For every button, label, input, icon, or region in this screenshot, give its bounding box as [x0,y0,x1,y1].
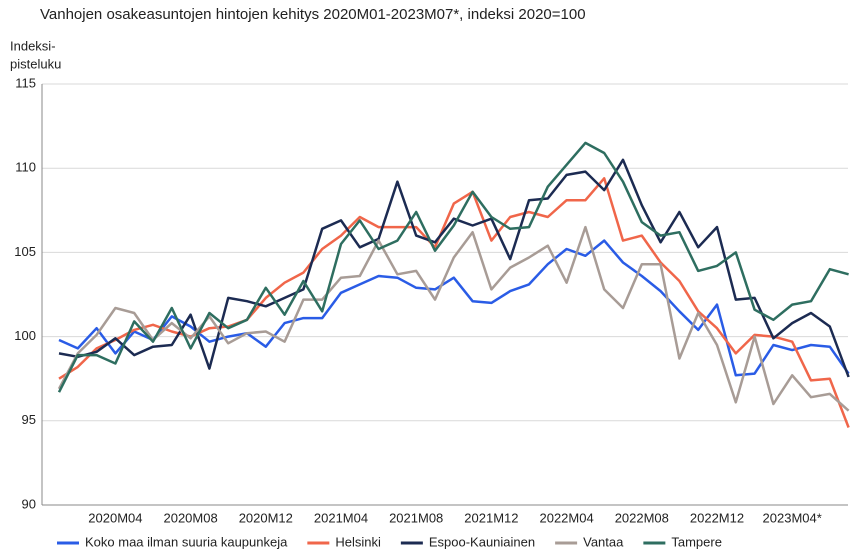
y-axis-label: pisteluku [10,56,61,71]
x-tick-label: 2021M12 [464,510,518,525]
x-tick-label: 2023M04* [763,510,822,525]
x-tick-label: 2022M12 [690,510,744,525]
chart-title: Vanhojen osakeasuntojen hintojen kehitys… [40,6,586,23]
x-tick-label: 2020M12 [239,510,293,525]
x-tick-label: 2021M08 [389,510,443,525]
y-tick-label: 115 [15,75,36,90]
x-tick-label: 2022M08 [615,510,669,525]
x-tick-label: 2021M04 [314,510,368,525]
legend-label: Tampere [671,534,722,549]
y-tick-label: 90 [22,496,36,511]
series-line [57,141,849,393]
x-tick-label: 2020M08 [163,510,217,525]
series-line [58,239,850,377]
legend-label: Vantaa [583,534,624,549]
y-tick-label: 100 [14,328,36,343]
x-tick-label: 2020M04 [88,510,142,525]
series-line [58,158,850,378]
series-line [57,225,850,412]
legend-label: Helsinki [335,534,381,549]
y-tick-label: 105 [14,244,36,259]
legend-label: Koko maa ilman suuria kaupunkeja [85,534,288,549]
y-tick-label: 110 [15,160,36,175]
y-tick-label: 95 [22,412,36,427]
x-tick-label: 2022M04 [539,510,593,525]
y-axis-label: Indeksi- [10,38,56,53]
legend-label: Espoo-Kauniainen [429,534,535,549]
series-line [58,177,850,428]
